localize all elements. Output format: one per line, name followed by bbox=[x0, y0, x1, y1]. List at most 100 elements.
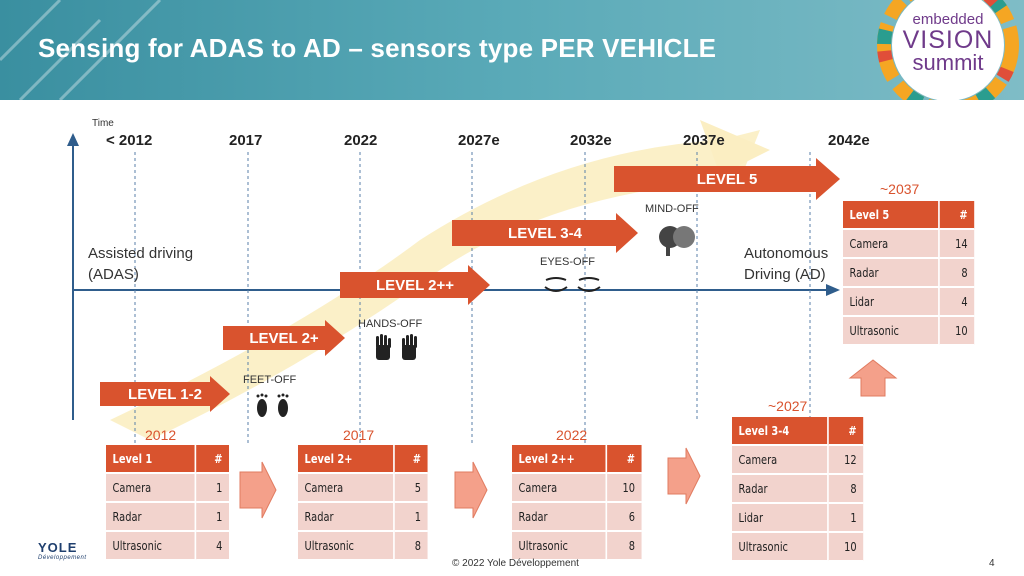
table-row: Ultrasonic 8 bbox=[298, 531, 428, 561]
level-label: LEVEL 2+ bbox=[249, 329, 319, 347]
year-label: 2022 bbox=[344, 132, 378, 149]
table-header-row: Level 3-4 # bbox=[732, 417, 864, 446]
level-arrow-2plusplus: LEVEL 2++ bbox=[340, 265, 490, 305]
sensor-name: Ultrasonic bbox=[732, 532, 828, 562]
sensor-count: 1 bbox=[194, 473, 229, 503]
year-label: < 2012 bbox=[106, 132, 153, 149]
logo-line-1: embedded bbox=[912, 11, 984, 28]
footer-copyright: © 2022 Yole Développement bbox=[452, 558, 579, 569]
table-year-label: 2012 bbox=[145, 427, 177, 443]
table-header-level: Level 2++ bbox=[512, 445, 607, 474]
sensor-table-level-5: Level 5 # Camera 14 Radar 8 Lidar 4 Ultrason… bbox=[843, 201, 975, 346]
table-row: Radar 6 bbox=[512, 502, 642, 532]
header-decoration bbox=[0, 0, 162, 100]
level-arrow-1-2: LEVEL 1-2 bbox=[100, 376, 230, 412]
summit-logo-ring bbox=[877, 0, 1019, 100]
ramp-arrowhead bbox=[700, 120, 770, 175]
sensor-name: Lidar bbox=[843, 287, 939, 317]
sensor-count: 1 bbox=[393, 502, 428, 532]
table-header-level: Level 2+ bbox=[298, 445, 394, 474]
sensor-count: 5 bbox=[393, 473, 428, 503]
logo-line-3: summit bbox=[912, 50, 984, 75]
table-header-count: # bbox=[827, 417, 864, 446]
page-number: 4 bbox=[989, 558, 995, 569]
table-year-label: 2017 bbox=[343, 427, 375, 443]
table-header-count: # bbox=[194, 445, 229, 474]
sensor-count: 8 bbox=[938, 258, 975, 288]
table-row: Ultrasonic 8 bbox=[512, 531, 642, 561]
sensor-name: Radar bbox=[843, 258, 939, 288]
vertical-axis-arrow-icon bbox=[67, 133, 79, 146]
sensor-table-level-2plusplus: Level 2++ # Camera 10 Radar 6 Ultrasonic 8 bbox=[512, 445, 642, 561]
table-header-row: Level 5 # bbox=[843, 201, 975, 230]
level-label: LEVEL 2++ bbox=[375, 276, 455, 294]
sensor-name: Radar bbox=[106, 502, 196, 532]
sensor-table-level-3-4: Level 3-4 # Camera 12 Radar 8 Lidar 1 Ultras… bbox=[732, 417, 864, 562]
table-row: Radar 8 bbox=[732, 474, 864, 504]
table-header-row: Level 2++ # bbox=[512, 445, 642, 474]
sensor-count: 8 bbox=[827, 474, 864, 504]
sensor-count: 8 bbox=[605, 531, 642, 561]
table-row: Ultrasonic 10 bbox=[732, 532, 864, 562]
table-year-label: ~2027 bbox=[768, 398, 808, 414]
sensor-name: Ultrasonic bbox=[106, 531, 196, 561]
yole-logo-name: YOLE bbox=[38, 540, 78, 555]
table-row: Radar 8 bbox=[843, 258, 975, 288]
sensor-table-level-2plus: Level 2+ # Camera 5 Radar 1 Ultrasonic 8 bbox=[298, 445, 428, 561]
table-header-count: # bbox=[938, 201, 975, 230]
table-header-count: # bbox=[393, 445, 428, 474]
level-arrow-2plus: LEVEL 2+ bbox=[223, 320, 345, 356]
table-year-label: ~2037 bbox=[880, 181, 920, 197]
table-header-row: Level 1 # bbox=[106, 445, 229, 474]
sensor-count: 10 bbox=[938, 316, 975, 346]
table-row: Radar 1 bbox=[298, 502, 428, 532]
summit-logo-text: embedded VISION summit bbox=[893, 12, 1003, 74]
yole-logo: YOLE Développement bbox=[38, 540, 87, 561]
level-label: LEVEL 5 bbox=[696, 170, 758, 188]
year-label: 2042e bbox=[828, 132, 870, 149]
slide-header bbox=[0, 0, 1024, 100]
sensor-name: Lidar bbox=[732, 503, 828, 533]
sensor-name: Camera bbox=[298, 473, 394, 503]
feet-icon bbox=[256, 393, 289, 417]
table-header-level: Level 1 bbox=[106, 445, 196, 474]
table-header-row: Level 2+ # bbox=[298, 445, 428, 474]
sensor-count: 14 bbox=[938, 229, 975, 259]
side-label-adas: Assisted driving (ADAS) bbox=[88, 243, 193, 285]
table-row: Lidar 4 bbox=[843, 287, 975, 317]
sensor-count: 10 bbox=[827, 532, 864, 562]
year-label: 2017 bbox=[229, 132, 263, 149]
year-label: 2032e bbox=[570, 132, 612, 149]
sensor-name: Camera bbox=[843, 229, 939, 259]
brain-icon bbox=[659, 226, 695, 256]
table-row: Radar 1 bbox=[106, 502, 229, 532]
transition-arrow-2 bbox=[454, 461, 488, 519]
table-row: Camera 5 bbox=[298, 473, 428, 503]
table-row: Camera 14 bbox=[843, 229, 975, 259]
transition-arrow-1 bbox=[239, 461, 277, 519]
logo-line-2: VISION bbox=[902, 26, 994, 54]
axis-time-label: Time bbox=[92, 118, 114, 129]
sensor-name: Radar bbox=[512, 502, 607, 532]
sensor-count: 4 bbox=[194, 531, 229, 561]
level-arrow-5: LEVEL 5 bbox=[614, 158, 840, 200]
sensor-table-level-1: Level 1 # Camera 1 Radar 1 Ultrasonic 4 bbox=[106, 445, 229, 561]
sensor-name: Camera bbox=[732, 445, 828, 475]
progress-ramp bbox=[110, 130, 760, 440]
sensor-name: Ultrasonic bbox=[843, 316, 939, 346]
sensor-name: Camera bbox=[512, 473, 607, 503]
closed-eyes-icon bbox=[544, 277, 601, 292]
milestone-mind-off: MIND-OFF bbox=[645, 203, 699, 215]
sensor-count: 8 bbox=[393, 531, 428, 561]
milestone-eyes-off: EYES-OFF bbox=[540, 256, 596, 268]
level-label: LEVEL 3-4 bbox=[508, 224, 582, 242]
sensor-name: Ultrasonic bbox=[298, 531, 394, 561]
milestone-feet-off: FEET-OFF bbox=[243, 374, 297, 386]
sensor-count: 1 bbox=[827, 503, 864, 533]
sensor-name: Camera bbox=[106, 473, 196, 503]
table-row: Ultrasonic 10 bbox=[843, 316, 975, 346]
year-label: 2037e bbox=[683, 132, 725, 149]
side-label-line: Driving (AD) bbox=[744, 266, 826, 283]
table-row: Camera 10 bbox=[512, 473, 642, 503]
